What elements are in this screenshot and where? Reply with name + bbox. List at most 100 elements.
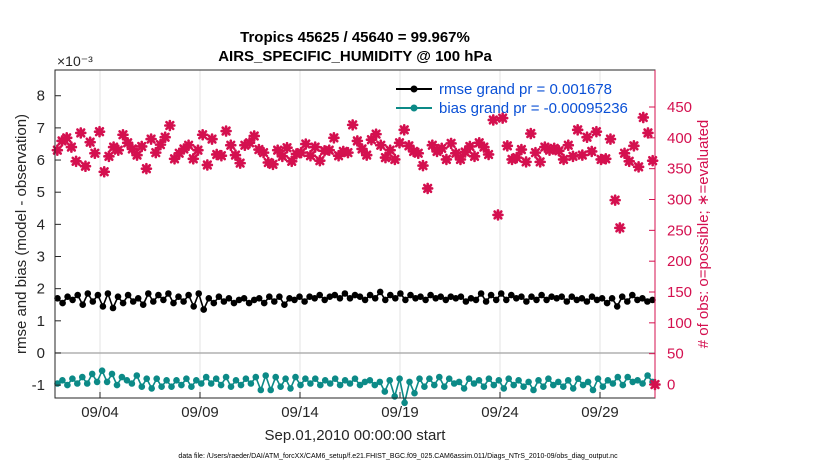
bias-point: [336, 381, 344, 389]
obs-count-point: [314, 154, 326, 167]
bias-point: [555, 378, 562, 386]
bias-point: [634, 377, 641, 384]
rmse-point: [64, 293, 71, 301]
obs-count-point: [224, 139, 237, 152]
bias-point: [153, 375, 160, 383]
obs-count-point: [332, 149, 345, 162]
bias-point: [98, 367, 106, 375]
obs-count-point: [468, 150, 481, 163]
obs-count-point: [201, 159, 214, 171]
y-right-tick-label: 50: [667, 346, 684, 363]
rmse-point: [523, 298, 530, 305]
y-tick-label: 5: [37, 184, 45, 201]
bias-point: [614, 373, 622, 381]
bias-point: [242, 375, 250, 383]
bias-point: [361, 378, 369, 386]
obs-count-series: [51, 111, 661, 391]
chart-title-line1: Tropics 45625 / 45640 = 99.967%: [240, 29, 470, 46]
rmse-point: [205, 295, 213, 302]
obs-count-point: [328, 132, 340, 144]
obs-count-point: [121, 136, 134, 149]
chart-title-line2: AIRS_SPECIFIC_HUMIDITY @ 100 hPa: [218, 48, 492, 65]
bias-point: [321, 377, 329, 384]
rmse-point: [225, 295, 233, 302]
series-layer: [51, 111, 661, 407]
rmse-point: [503, 296, 510, 304]
obs-count-point: [126, 143, 139, 155]
y-right-tick-label: 150: [667, 284, 692, 301]
obs-count-point: [299, 138, 312, 150]
bias-point: [59, 377, 66, 384]
obs-count-point: [403, 140, 415, 152]
obs-count-point: [285, 155, 298, 168]
obs-count-point: [524, 127, 537, 140]
bias-point: [356, 381, 364, 389]
rmse-point: [129, 298, 137, 305]
rmse-point: [548, 293, 555, 301]
rmse-point: [533, 296, 540, 304]
obs-count-point: [492, 209, 504, 221]
rmse-point: [613, 303, 621, 310]
bias-point: [272, 373, 280, 381]
rmse-point: [387, 291, 394, 299]
obs-count-point: [581, 131, 593, 144]
bias-point: [460, 385, 468, 392]
obs-count-point: [426, 139, 439, 152]
rmse-point: [235, 296, 243, 304]
rmse-point: [568, 293, 576, 301]
rmse-point: [114, 293, 122, 301]
legend-bias-label: bias grand pr = -0.00095236: [439, 100, 628, 117]
rmse-point: [195, 290, 202, 297]
rmse-point: [89, 298, 97, 305]
bias-point: [207, 380, 215, 387]
rmse-point: [326, 293, 334, 301]
rmse-point: [422, 296, 429, 304]
rmse-point: [563, 298, 571, 305]
bias-point: [287, 385, 294, 392]
rmse-point: [255, 295, 263, 302]
bias-point: [465, 375, 473, 383]
rmse-point: [629, 291, 636, 299]
obs-count-point: [173, 147, 186, 160]
bias-point: [480, 383, 488, 391]
bias-point: [178, 381, 185, 389]
rmse-point: [447, 293, 455, 301]
x-tick-label: 09/14: [281, 404, 319, 421]
obs-count-point: [412, 147, 425, 160]
bias-point: [416, 375, 423, 383]
rmse-point: [84, 290, 92, 297]
obs-count-point: [421, 182, 434, 195]
bias-point: [500, 385, 508, 392]
bias-point: [386, 377, 394, 384]
rmse-point: [407, 291, 414, 299]
bias-series: [54, 367, 656, 407]
rmse-point: [573, 296, 581, 304]
obs-count-point: [234, 157, 246, 169]
obs-count-point: [585, 145, 598, 158]
bias-point: [495, 377, 503, 384]
bias-point: [455, 378, 463, 386]
obs-count-point: [248, 130, 261, 142]
rmse-point: [165, 290, 172, 297]
bias-point: [108, 370, 116, 378]
y-tick-label: 7: [37, 120, 45, 137]
obs-count-point: [131, 149, 143, 161]
bias-point: [103, 378, 111, 386]
obs-count-point: [618, 147, 631, 160]
obs-count-point: [239, 139, 251, 152]
obs-count-point: [374, 139, 387, 152]
rmse-point: [69, 296, 76, 304]
obs-count-point: [93, 125, 106, 138]
rmse-point: [119, 299, 127, 307]
bias-point: [396, 375, 403, 383]
bias-point: [307, 380, 314, 387]
obs-count-point: [590, 125, 603, 138]
rmse-point: [462, 298, 470, 305]
bias-point: [366, 377, 374, 384]
obs-count-point: [304, 149, 317, 162]
rmse-point: [578, 295, 586, 302]
bias-point: [163, 377, 170, 384]
bias-point: [227, 383, 235, 391]
obs-count-point: [206, 133, 218, 145]
rmse-point: [336, 295, 344, 302]
